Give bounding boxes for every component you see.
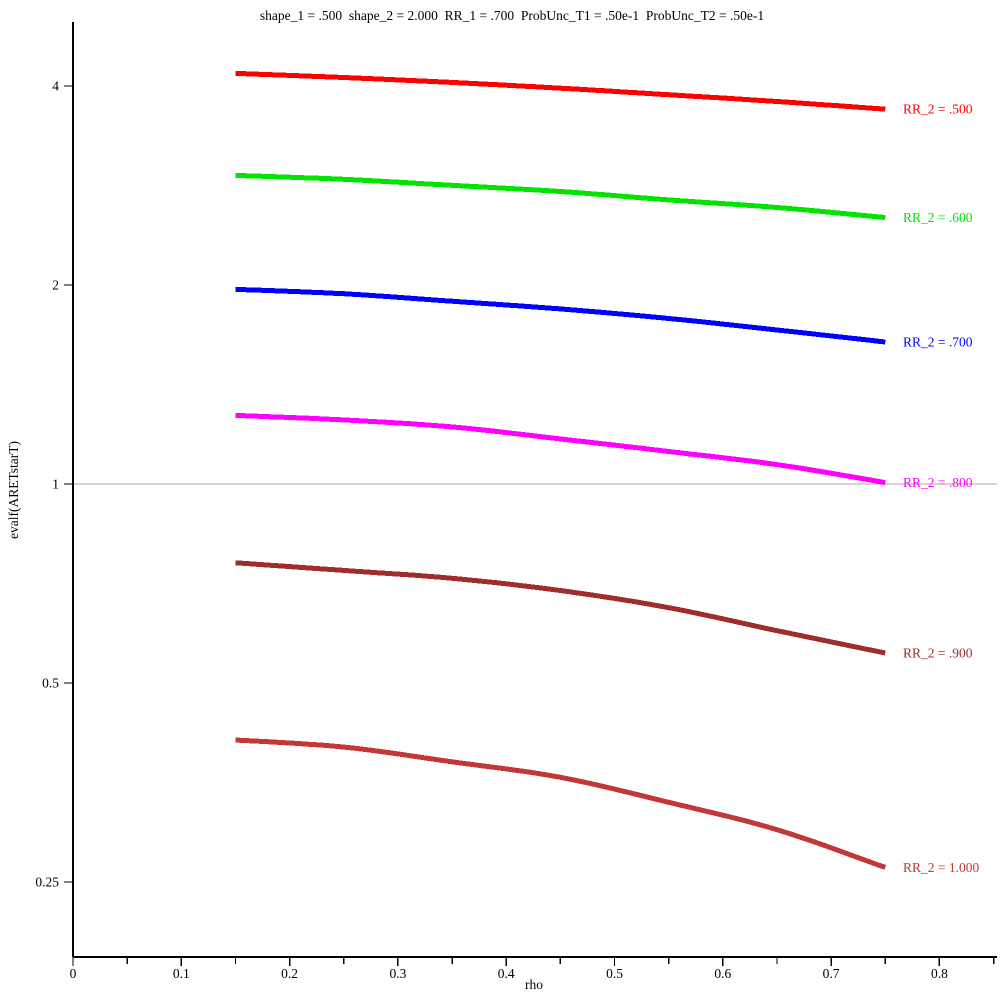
plot-title: shape_1 = .500 shape_2 = 2.000 RR_1 = .7…	[259, 8, 765, 23]
series-label: RR_2 = .800	[903, 475, 973, 490]
series-label: RR_2 = .900	[903, 646, 973, 661]
series-curve	[235, 560, 886, 656]
series-label: RR_2 = 1.000	[903, 860, 979, 875]
x-tick-label: 0	[70, 966, 77, 981]
series-curve	[235, 737, 887, 870]
x-axis-title: rho	[525, 977, 543, 992]
series-label: RR_2 = .500	[903, 102, 973, 117]
x-tick-label: 0.1	[173, 966, 190, 981]
x-tick-label: 0.4	[498, 966, 515, 981]
series-curve	[235, 286, 886, 345]
y-tick-label: 0.25	[35, 875, 59, 890]
y-tick-label: 4	[52, 79, 59, 94]
series-curve	[235, 412, 886, 486]
x-tick-label: 0.3	[389, 966, 406, 981]
series-curve	[235, 70, 886, 112]
y-tick-label: 1	[52, 477, 59, 492]
x-tick-label: 0.5	[606, 966, 623, 981]
y-tick-label: 0.5	[42, 676, 59, 691]
y-tick-label: 2	[52, 278, 59, 293]
x-tick-label: 0.8	[931, 966, 948, 981]
x-tick-label: 0.7	[823, 966, 840, 981]
series-label: RR_2 = .700	[903, 334, 973, 349]
series-curve	[235, 172, 886, 220]
series-label: RR_2 = .600	[903, 210, 973, 225]
x-tick-label: 0.2	[281, 966, 298, 981]
x-tick-label: 0.6	[714, 966, 731, 981]
